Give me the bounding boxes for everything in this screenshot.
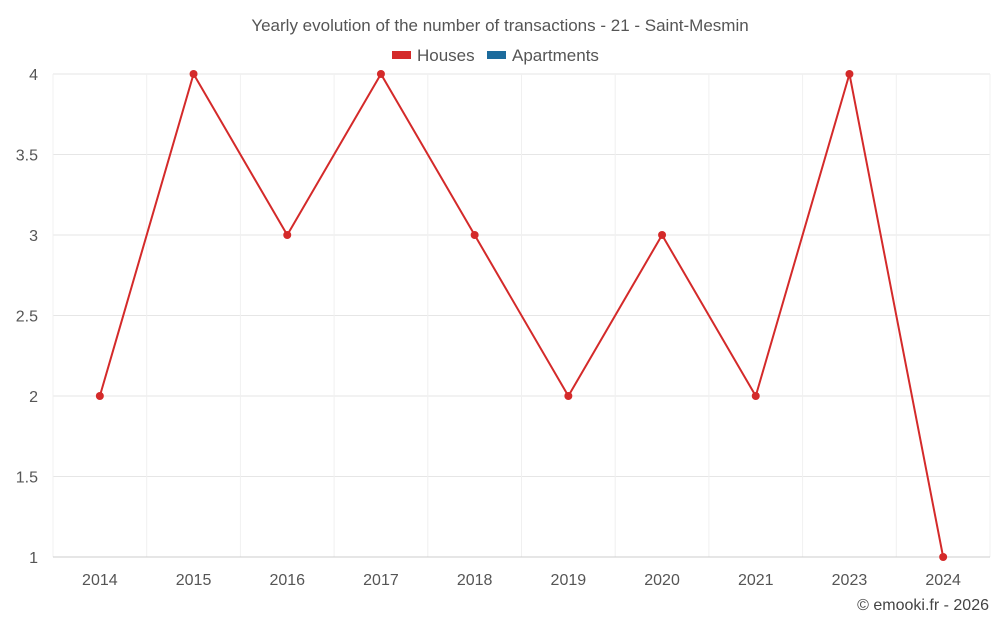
footer-credit: © emooki.fr - 2026 bbox=[857, 597, 989, 614]
legend: Houses Apartments bbox=[392, 46, 599, 65]
y-tick-label: 1.5 bbox=[16, 470, 38, 487]
data-point-houses-2017[interactable] bbox=[376, 70, 385, 78]
y-tick-label: 1 bbox=[29, 550, 38, 567]
legend-label-houses: Houses bbox=[417, 46, 475, 65]
series-houses bbox=[95, 70, 948, 561]
data-point-houses-2019[interactable] bbox=[564, 392, 573, 400]
data-point-houses-2018[interactable] bbox=[470, 231, 479, 239]
x-tick-label: 2018 bbox=[457, 572, 493, 589]
y-tick-label: 3.5 bbox=[16, 148, 38, 165]
x-tick-label: 2017 bbox=[363, 572, 399, 589]
data-point-houses-2020[interactable] bbox=[658, 231, 667, 239]
axes: 1 1.5 2 2.5 3 3.5 4 2014 2015 2016 2017 2018 2019 202… bbox=[16, 67, 990, 589]
x-tick-label: 2019 bbox=[551, 572, 587, 589]
y-tick-label: 3 bbox=[29, 228, 38, 245]
series-line-houses bbox=[98, 73, 945, 558]
y-tick-label: 2 bbox=[29, 389, 38, 406]
x-tick-label: 2016 bbox=[269, 572, 305, 589]
data-point-houses-2016[interactable] bbox=[283, 231, 292, 239]
x-tick-label: 2014 bbox=[82, 572, 118, 589]
y-tick-label: 2.5 bbox=[16, 309, 38, 326]
x-tick-label: 2020 bbox=[644, 572, 680, 589]
legend-label-apartments: Apartments bbox=[512, 46, 599, 65]
y-tick-label: 4 bbox=[29, 67, 38, 84]
data-point-houses-2023[interactable] bbox=[845, 70, 854, 78]
legend-swatch-houses bbox=[392, 51, 411, 59]
legend-item-apartments[interactable]: Apartments bbox=[487, 46, 599, 65]
data-point-houses-2021[interactable] bbox=[751, 392, 760, 400]
data-point-houses-2015[interactable] bbox=[189, 70, 198, 78]
x-tick-label: 2015 bbox=[176, 572, 212, 589]
chart-title: Yearly evolution of the number of transa… bbox=[251, 16, 748, 35]
x-tick-label: 2021 bbox=[738, 572, 774, 589]
legend-swatch-apartments bbox=[487, 51, 506, 59]
data-point-houses-2014[interactable] bbox=[95, 392, 104, 400]
x-tick-label: 2024 bbox=[925, 572, 961, 589]
data-point-houses-2024[interactable] bbox=[939, 553, 948, 561]
x-tick-label: 2023 bbox=[832, 572, 868, 589]
legend-item-houses[interactable]: Houses bbox=[392, 46, 475, 65]
